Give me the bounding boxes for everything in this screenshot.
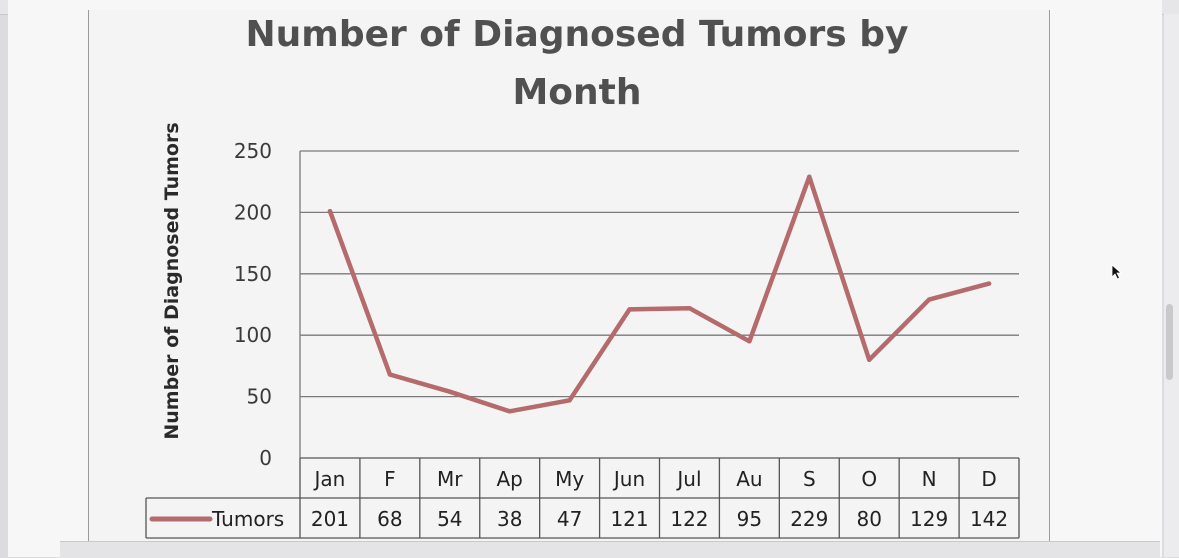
y-tick-label-0: 0 — [259, 446, 272, 470]
data-value-My: 47 — [557, 507, 582, 531]
legend-series-name: Tumors — [211, 507, 284, 531]
data-value-D: 142 — [970, 507, 1008, 531]
data-value-O: 80 — [856, 507, 881, 531]
chart-title-line-1: Number of Diagnosed Tumors by — [246, 14, 909, 55]
data-value-Jan: 201 — [311, 507, 349, 531]
data-point-Jun — [627, 307, 632, 312]
y-tick-label-50: 50 — [247, 385, 272, 409]
series-layer — [327, 174, 992, 414]
y-tick-label-200: 200 — [234, 200, 272, 224]
data-point-N — [926, 297, 932, 302]
data-point-Jan — [327, 208, 333, 214]
mouse-cursor-icon — [1111, 264, 1123, 280]
data-value-N: 129 — [910, 507, 948, 531]
data-point-F — [387, 372, 393, 377]
data-point-O — [867, 357, 872, 362]
gridlines — [299, 150, 1019, 458]
data-point-Jul — [687, 305, 692, 311]
data-value-Ap: 38 — [497, 507, 522, 531]
data-point-Au — [747, 339, 752, 344]
category-label-Mr: Mr — [437, 467, 463, 491]
category-label-D: D — [981, 467, 996, 491]
chart-title-line-2: Month — [512, 72, 641, 113]
data-value-Mr: 54 — [437, 507, 462, 531]
data-value-Jun: 121 — [610, 507, 648, 531]
category-label-S: S — [803, 467, 816, 491]
series-line-tumors — [327, 174, 992, 414]
data-table: Jan F Mr Ap My Jun Jul Au S O N D Tumors 201 68 54 38 47 1… — [145, 457, 1020, 539]
category-label-O: O — [861, 467, 877, 491]
data-value-S: 229 — [790, 507, 828, 531]
data-point-My — [567, 398, 572, 403]
bottom-window-strip — [60, 541, 1160, 558]
data-point-S — [807, 174, 812, 179]
category-label-Jun: Jun — [612, 467, 645, 491]
category-label-My: My — [555, 467, 584, 491]
data-value-Au: 95 — [737, 507, 762, 531]
data-point-Mr — [447, 389, 452, 394]
y-tick-label-250: 250 — [234, 139, 272, 163]
data-value-F: 68 — [377, 507, 402, 531]
category-label-N: N — [922, 467, 937, 491]
scrollbar-thumb[interactable] — [1166, 304, 1173, 380]
y-axis-title: Number of Diagnosed Tumors — [161, 122, 183, 439]
data-value-Jul: 122 — [670, 507, 708, 531]
category-label-Jul: Jul — [675, 467, 701, 491]
y-tick-label-150: 150 — [234, 262, 272, 286]
data-point-Ap — [507, 409, 512, 414]
y-tick-label-100: 100 — [234, 323, 272, 347]
category-label-Ap: Ap — [497, 467, 523, 491]
vertical-scrollbar[interactable] — [1164, 14, 1179, 557]
scanned-sheet — [88, 10, 1050, 557]
y-tick-labels: 0 50 100 150 200 250 — [234, 139, 272, 470]
data-point-D — [986, 281, 992, 286]
category-label-Au: Au — [736, 467, 762, 491]
category-label-Jan: Jan — [313, 467, 346, 491]
category-label-F: F — [384, 467, 396, 491]
